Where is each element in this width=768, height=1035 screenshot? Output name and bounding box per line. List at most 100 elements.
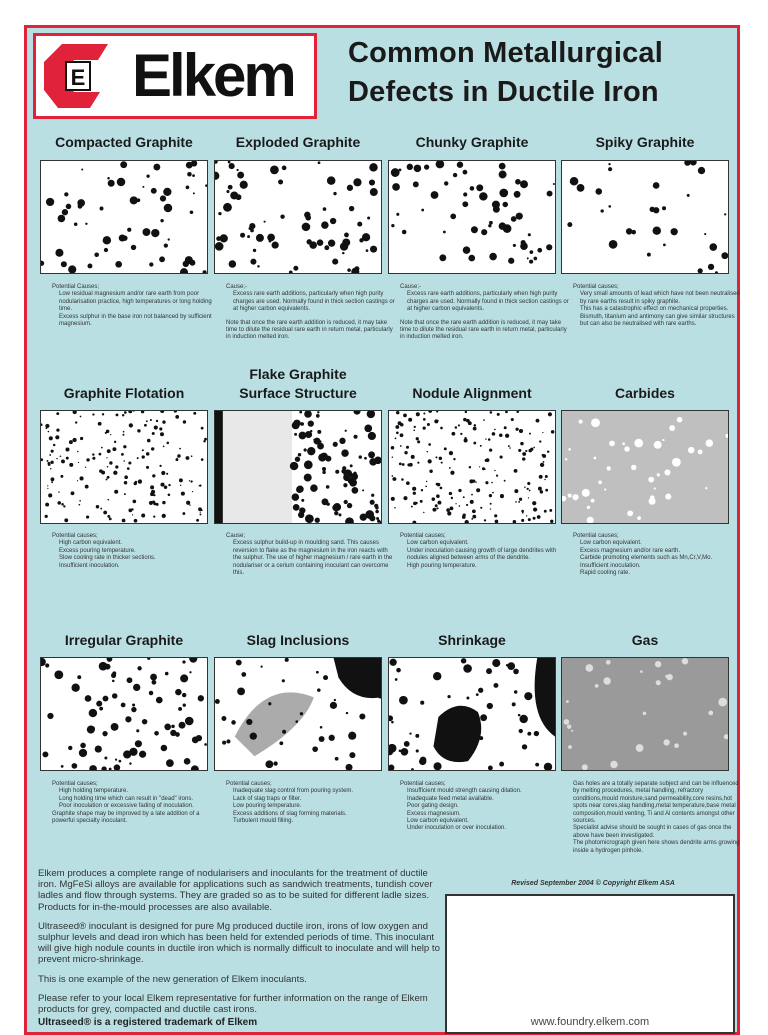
- cause-text: Potential causes;: [573, 284, 619, 290]
- cause-text: Rapid cooling rate.: [580, 570, 631, 577]
- defect-title-spiky-graphite: Spiky Graphite: [557, 133, 733, 152]
- defect-causes-spiky-graphite: Potential causes; Very small amounts of l…: [573, 284, 743, 328]
- micrograph-shrinkage: [388, 657, 556, 771]
- defect-title-gas: Gas: [557, 631, 733, 650]
- cause-text: Inadequate feed metal available.: [407, 795, 494, 802]
- cause-text: Under inoculation causing growth of larg…: [407, 547, 557, 562]
- paragraph: Please refer to your local Elkem represe…: [38, 992, 428, 1016]
- title-line: Carbides: [615, 385, 675, 401]
- cause-text: Low pouring temperature.: [233, 803, 302, 810]
- title-line: Chunky Graphite: [415, 134, 529, 150]
- title-line: Exploded Graphite: [235, 134, 361, 150]
- cause-text: Excess sulphur build-up in moulding sand…: [233, 540, 393, 577]
- defect-causes-compacted-graphite: Potential Causes; Low residual magnesium …: [52, 284, 222, 328]
- revision-copyright: Revised September 2004 © Copyright Elkem…: [511, 880, 675, 887]
- title-line-2: Defects in Ductile Iron: [348, 76, 659, 108]
- cause-text: Potential Causes;: [52, 284, 100, 290]
- contact-box: www.foundry.elkem.com: [445, 894, 735, 1034]
- cause-text: Excess sulphur in the base iron not bala…: [59, 313, 212, 328]
- defect-title-exploded-graphite: Exploded Graphite: [210, 133, 386, 152]
- defect-title-nodule-alignment: Nodule Alignment: [384, 384, 560, 403]
- trademark-note: Ultraseed® is a registered trademark of …: [38, 1017, 258, 1028]
- defect-title-shrinkage: Shrinkage: [384, 631, 560, 650]
- cause-text: Bismuth, titanium and antimony can give …: [580, 313, 735, 328]
- title-line: Spiky Graphite: [595, 134, 695, 150]
- defect-causes-gas: Gas holes are a totally separate subject…: [573, 781, 743, 855]
- defect-causes-nodule-alignment: Potential causes; Low carbon equivalent. U…: [400, 533, 570, 570]
- cause-text: Under inoculation or over inoculation.: [407, 825, 507, 832]
- title-line: Slag Inclusions: [246, 632, 350, 648]
- defect-title-flake-graphite-surface-structure: Flake Graphite Surface Structure: [210, 365, 386, 403]
- paragraph: Ultraseed® inoculant is designed for pur…: [38, 920, 440, 966]
- cause-text: Slow cooling rate in thicker sections.: [59, 555, 156, 562]
- cause-text: Turbulent mould filling.: [233, 818, 294, 825]
- paragraph: This is one example of the new generatio…: [38, 973, 307, 985]
- cause-text: Potential causes;: [400, 533, 446, 539]
- cause-text: Excess pouring temperature.: [59, 547, 136, 554]
- title-line: Shrinkage: [438, 632, 506, 648]
- cause-text: High carbon equivalent.: [59, 540, 123, 547]
- product-info: Elkem produces a complete range of nodul…: [38, 868, 446, 1023]
- micrograph-graphite-flotation: [40, 410, 208, 524]
- cause-text: Insufficient inoculation.: [580, 562, 641, 569]
- cause-text: Note that once the rare earth addition i…: [400, 319, 567, 341]
- title-line-1: Common Metallurgical: [348, 37, 663, 69]
- title-line: Compacted Graphite: [55, 134, 193, 150]
- cause-text: This has a catastrophic effect on mechan…: [580, 306, 729, 313]
- defect-causes-exploded-graphite: Cause;- Excess rare earth additions, part…: [226, 284, 396, 342]
- defect-causes-shrinkage: Potential causes; Insufficient mould stre…: [400, 781, 570, 833]
- micrograph-slag-inclusions: [214, 657, 382, 771]
- cause-text: Excess magnesium.: [407, 810, 461, 817]
- micrograph-irregular-graphite: [40, 657, 208, 771]
- cause-text: Cause;-: [226, 284, 248, 290]
- cause-text: Excess rare earth additions, particularl…: [407, 291, 569, 313]
- cause-text: Low carbon equivalent.: [407, 540, 469, 547]
- elkem-logo: E Elkem: [33, 33, 317, 119]
- cause-text: Potential causes;: [52, 533, 98, 539]
- micrograph-exploded-graphite: [214, 160, 382, 274]
- cause-text: Cause;-: [400, 284, 422, 290]
- cause-text: Long holding time which can result in "d…: [59, 795, 194, 802]
- title-line: Irregular Graphite: [64, 632, 184, 648]
- micrograph-chunky-graphite: [388, 160, 556, 274]
- cause-text: High holding temperature.: [59, 788, 129, 795]
- cause-text: High pouring temperature.: [407, 562, 477, 569]
- cause-text: Inadequate slag control from pouring sys…: [233, 788, 354, 795]
- defect-causes-carbides: Potential causes; Low carbon equivalent. E…: [573, 533, 743, 577]
- title-line: Surface Structure: [239, 385, 357, 401]
- cause-text: Potential causes;: [400, 781, 446, 787]
- cause-text: Low carbon equivalent.: [407, 818, 469, 825]
- cause-text: Potential causes;: [226, 781, 272, 787]
- cause-text: Note that once the rare earth addition i…: [226, 319, 393, 341]
- cause-text: Insufficient inoculation.: [59, 562, 120, 569]
- title-line: Nodule Alignment: [412, 385, 532, 401]
- elkem-logo-mark-icon: E: [44, 44, 108, 108]
- cause-text: Low carbon equivalent.: [580, 540, 642, 547]
- paragraph: Elkem produces a complete range of nodul…: [38, 868, 433, 913]
- cause-text: Cause;: [226, 533, 246, 539]
- cause-text: Excess additions of slag forming materia…: [233, 810, 347, 817]
- cause-text: Poor gating design.: [407, 803, 459, 810]
- cause-text: Specialist advise should be sought in ca…: [573, 825, 732, 839]
- cause-text: Carbide promoting elements such as Mn,Cr…: [580, 555, 713, 562]
- cause-text: Very small amounts of lead which have no…: [580, 291, 740, 305]
- cause-text: Insufficient mould strength causing dila…: [407, 788, 522, 795]
- cause-text: Potential causes;: [573, 533, 619, 539]
- defect-causes-flake-graphite-surface-structure: Cause; Excess sulphur build-up in mouldin…: [226, 533, 396, 577]
- logo-wordmark: Elkem: [132, 42, 297, 109]
- defect-title-carbides: Carbides: [557, 384, 733, 403]
- cause-text: Lack of slag traps or filter.: [233, 795, 302, 802]
- cause-text: Poor inoculation or excessive fading of …: [59, 803, 194, 810]
- cause-text: Gas holes are a totally separate subject…: [573, 781, 739, 825]
- title-line: Gas: [631, 632, 659, 648]
- micrograph-nodule-alignment: [388, 410, 556, 524]
- website-link[interactable]: www.foundry.elkem.com: [530, 1016, 650, 1028]
- micrograph-carbides: [561, 410, 729, 524]
- cause-text: Excess magnesium and/or rare earth.: [580, 547, 681, 554]
- micrograph-gas: [561, 657, 729, 771]
- cause-text: Graphite shape may be improved by a late…: [52, 810, 200, 825]
- defect-title-graphite-flotation: Graphite Flotation: [36, 384, 212, 403]
- title-line: Flake Graphite: [249, 366, 347, 382]
- defect-title-compacted-graphite: Compacted Graphite: [36, 133, 212, 152]
- defect-causes-chunky-graphite: Cause;- Excess rare earth additions, part…: [400, 284, 570, 342]
